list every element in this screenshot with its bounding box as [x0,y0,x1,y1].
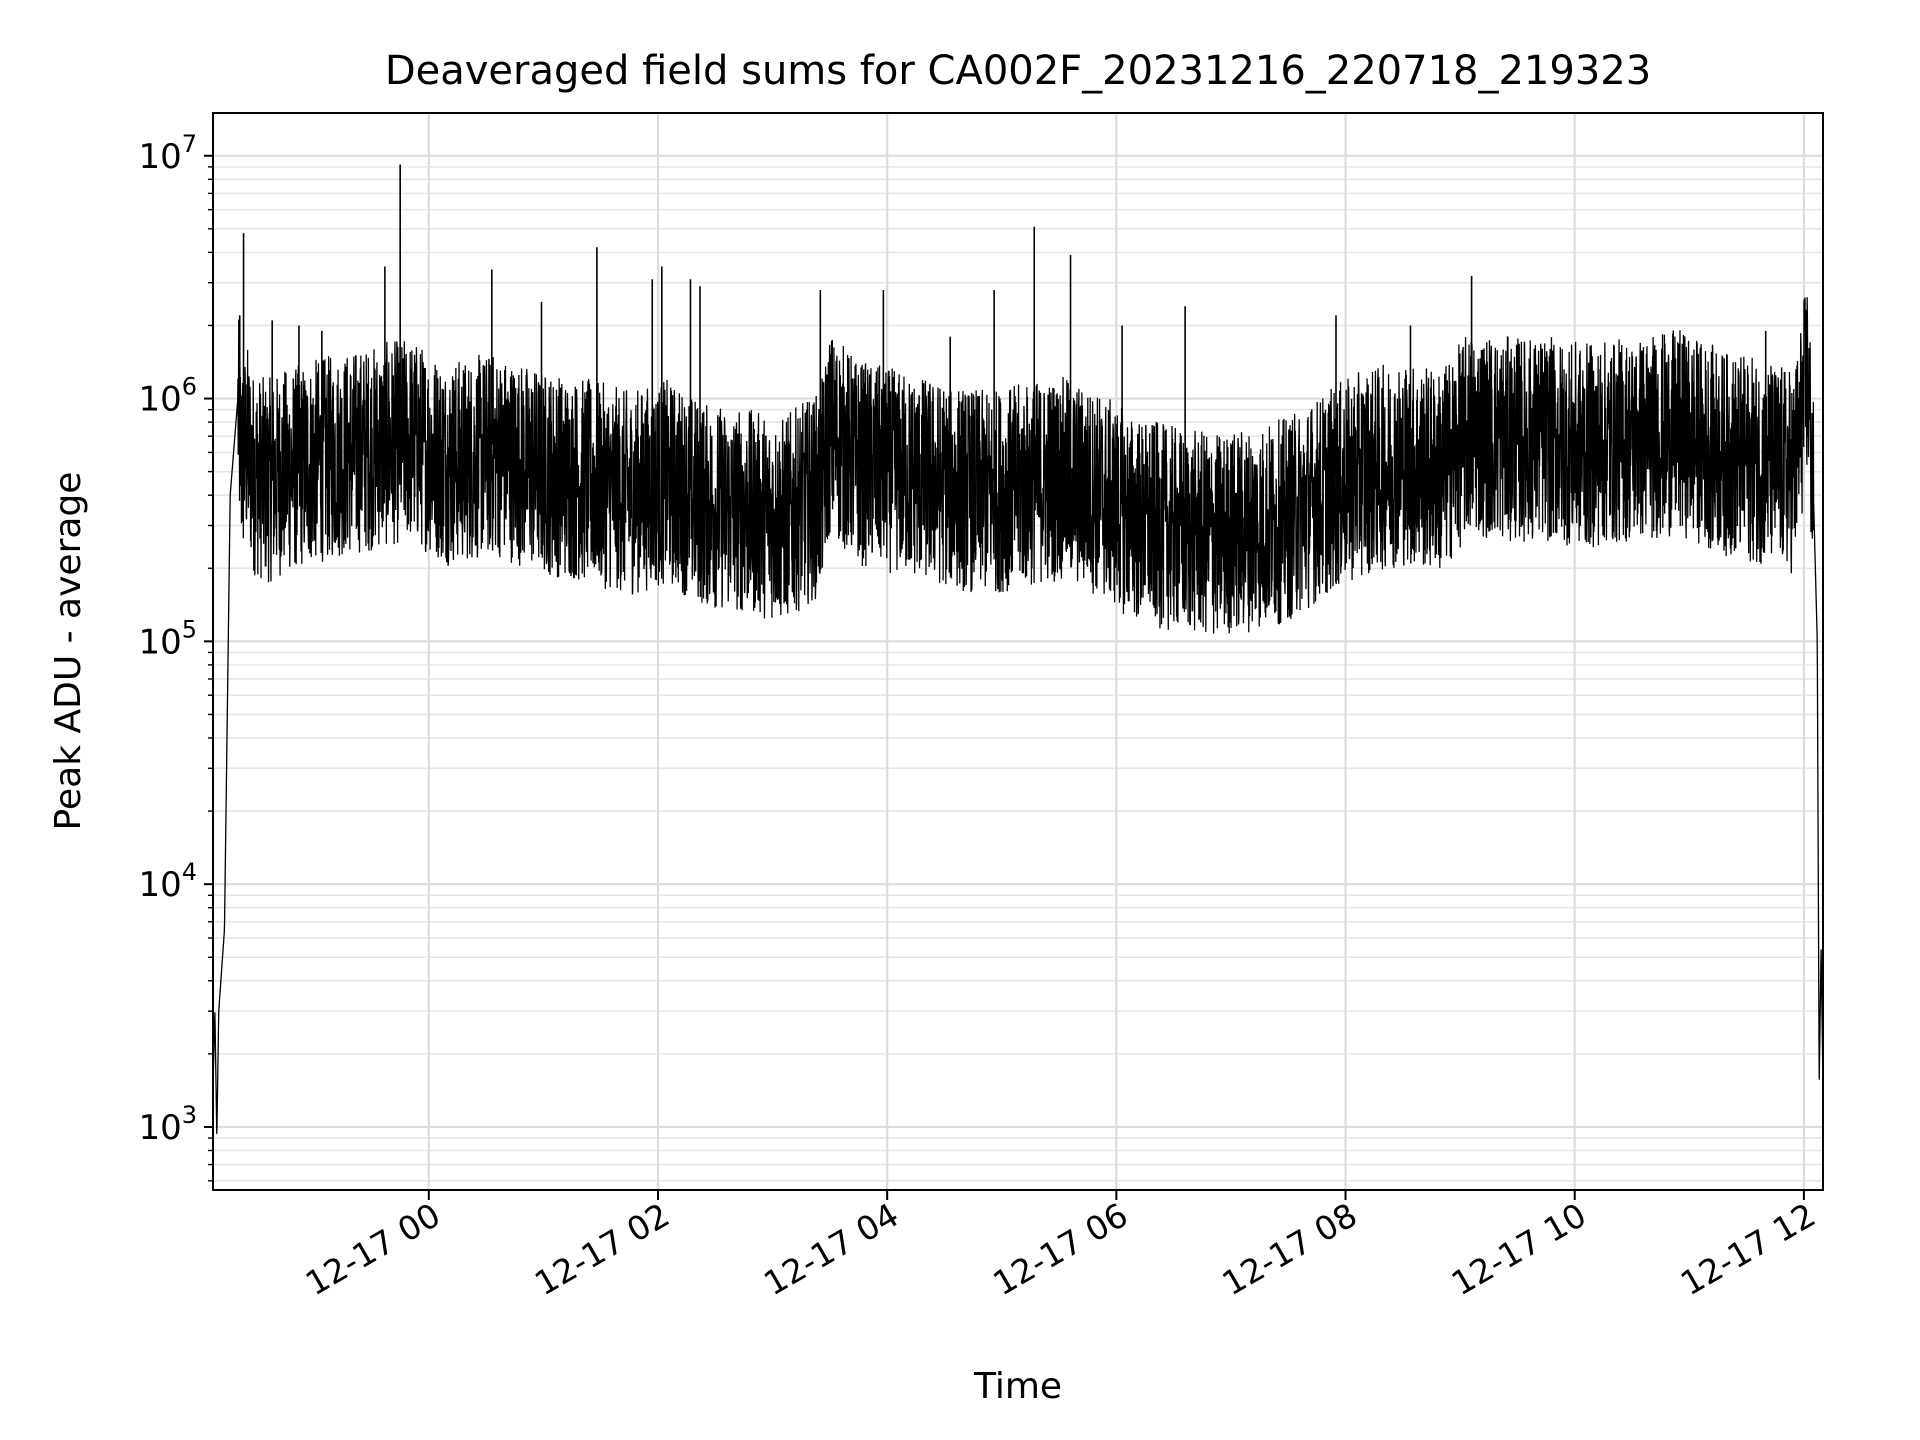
y-tick-label: 103 [138,1101,197,1148]
plot-frame [212,112,1824,1191]
y-tick-label: 107 [138,130,197,177]
y-tick-label: 105 [138,615,197,662]
y-tick-label: 106 [138,373,197,420]
x-axis-label: Time [973,1366,1062,1407]
y-tick-label: 104 [138,858,197,905]
y-axis-label: Peak ADU - average [48,472,89,831]
series-line [212,297,1824,1134]
series-layer [212,164,1824,1134]
chart-title: Deaveraged field sums for CA002F_2023121… [385,48,1651,94]
